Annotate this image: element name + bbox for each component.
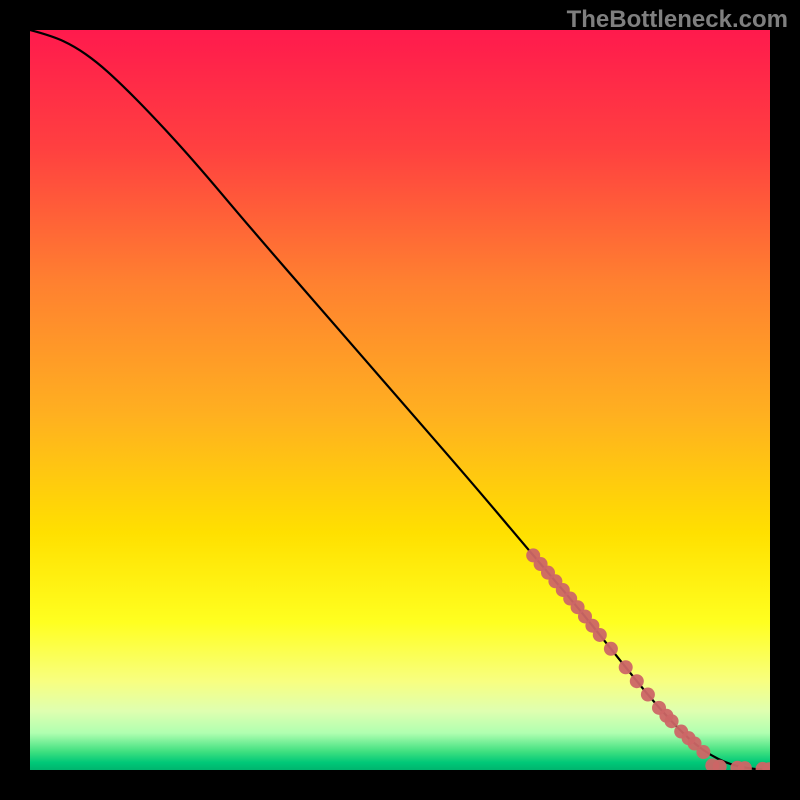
data-marker xyxy=(619,660,633,674)
plot-svg xyxy=(30,30,770,770)
data-marker xyxy=(641,688,655,702)
plot-area xyxy=(30,30,770,770)
data-marker xyxy=(665,714,679,728)
data-marker xyxy=(604,642,618,656)
stage: TheBottleneck.com xyxy=(0,0,800,800)
data-marker xyxy=(630,674,644,688)
data-marker xyxy=(696,745,710,759)
data-marker xyxy=(593,628,607,642)
